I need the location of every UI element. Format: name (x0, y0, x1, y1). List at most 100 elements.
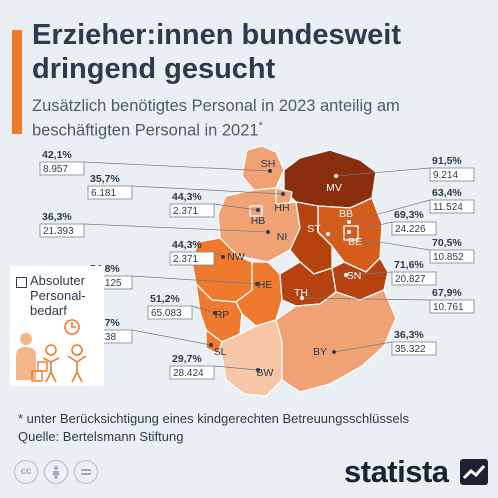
percent-label-sh: 42,1% (42, 149, 72, 161)
absolute-label-hh: 6.181 (91, 188, 116, 199)
absolute-label-rp: 65.083 (151, 308, 182, 319)
absolute-box-hh (87, 185, 133, 200)
state-code-mv: MV (326, 182, 342, 194)
absolute-label-ni: 21.393 (43, 226, 74, 237)
leader-line-hb (213, 203, 259, 211)
legend: Absoluter Personal-bedarf (10, 266, 104, 386)
absolute-label-bb: 11.524 (433, 202, 463, 213)
license-icons: cc (14, 460, 104, 486)
statista-logo-icon (460, 459, 488, 485)
absolute-box-st (429, 249, 475, 264)
absolute-box-be (391, 221, 437, 236)
footnote: * unter Berücksichtigung eines kindgerec… (18, 411, 409, 426)
absolute-label-st: 10.852 (433, 252, 464, 263)
absolute-label-he: 28.125 (91, 278, 122, 289)
state-code-he: HE (258, 279, 273, 291)
state-marker-bb (347, 220, 351, 224)
absolute-box-hb (169, 203, 215, 218)
state-marker-ni (266, 230, 270, 234)
leader-line-sh (83, 161, 271, 172)
state-marker-st (326, 232, 330, 236)
state-code-sl: SL (214, 346, 227, 358)
absolute-box-bw (169, 365, 215, 380)
leader-line-bw (213, 365, 259, 371)
state-code-be: BE (348, 236, 362, 248)
percent-label-th: 67,9% (432, 287, 462, 299)
absolute-label-hb: 2.371 (173, 206, 198, 217)
absolute-box-bb (429, 199, 475, 214)
leader-line-ni (83, 223, 269, 233)
state-marker-nw (221, 255, 225, 259)
by-icon[interactable] (44, 460, 68, 484)
leader-line-hh (131, 185, 284, 195)
state-code-bb: BB (339, 208, 353, 220)
state-marker-mv (334, 174, 338, 178)
absolute-box-ni (39, 223, 85, 238)
leader-line-th (301, 297, 431, 301)
leader-line-by (333, 341, 393, 353)
legend-label: Absoluter Personal-bedarf (30, 273, 86, 318)
leader-line-sl (131, 329, 212, 346)
state-marker-be (347, 230, 351, 234)
state-code-rp: RP (215, 309, 230, 321)
cc-icon[interactable]: cc (14, 460, 38, 484)
state-code-ni: NI (277, 231, 288, 243)
statista-brand[interactable]: statista (344, 455, 494, 489)
percent-label-nw: 44,3% (172, 239, 202, 251)
brand-name: statista (344, 454, 449, 489)
absolute-label-sh: 8.957 (43, 164, 68, 175)
state-code-sh: SH (261, 158, 276, 170)
subtitle-text: Zusätzlich benötigtes Personal in 2023 a… (32, 97, 400, 140)
absolute-box-th (429, 299, 475, 314)
clock-icon (64, 319, 80, 335)
state-code-nw: NW (227, 251, 245, 263)
leader-line-he (131, 275, 258, 285)
absolute-box-nw (169, 251, 215, 266)
percent-label-hb: 44,3% (172, 191, 202, 203)
absolute-label-nw: 2.371 (173, 254, 198, 265)
absolute-box-sn (391, 271, 437, 286)
absolute-label-sn: 20.827 (395, 274, 426, 285)
state-by (275, 289, 397, 393)
state-marker-hb (256, 208, 260, 212)
subtitle-marker: * (258, 120, 263, 132)
map-regions (191, 145, 397, 397)
leader-line-mv (335, 167, 431, 177)
absolute-box-rp (147, 305, 193, 320)
page-title: Erzieher:innen bundesweit dringend gesuc… (32, 19, 401, 85)
leader-line-st (327, 233, 431, 251)
percent-label-rp: 51,2% (150, 293, 180, 305)
percent-label-bw: 29,7% (172, 353, 202, 365)
state-code-hb: HB (251, 215, 266, 227)
leader-line-sn (345, 271, 393, 276)
state-marker-sl (209, 343, 213, 347)
absolute-label-bw: 28.424 (173, 368, 204, 379)
state-code-st: ST (307, 223, 321, 235)
absolute-box-sh (39, 161, 85, 176)
state-code-th: TH (294, 287, 308, 299)
state-code-sn: SN (347, 270, 362, 282)
state-marker-sn (344, 273, 348, 277)
absolute-label-by: 35.322 (395, 344, 426, 355)
state-mv (283, 149, 377, 209)
absolute-box-mv (429, 167, 475, 182)
percent-label-st: 70,5% (432, 237, 462, 249)
accent-bar (12, 30, 22, 134)
state-marker-sh (268, 169, 272, 173)
percent-label-sn: 71,6% (394, 259, 424, 271)
state-code-by: BY (313, 346, 327, 358)
percent-label-by: 36,3% (394, 329, 424, 341)
percent-label-bb: 63,4% (432, 187, 462, 199)
children-icon (16, 319, 87, 383)
state-marker-th (300, 296, 304, 300)
percent-label-be: 69,3% (394, 209, 424, 221)
nd-icon[interactable] (74, 460, 98, 484)
leader-line-rp (191, 305, 216, 314)
percent-label-hh: 35,7% (90, 173, 120, 185)
percent-label-ni: 36,3% (42, 211, 72, 223)
leader-line-bb (348, 199, 431, 223)
absolute-label-mv: 9.214 (433, 170, 458, 181)
leader-line-be (348, 221, 393, 233)
absolute-label-be: 24.226 (395, 224, 426, 235)
percent-label-mv: 91,5% (432, 155, 462, 167)
